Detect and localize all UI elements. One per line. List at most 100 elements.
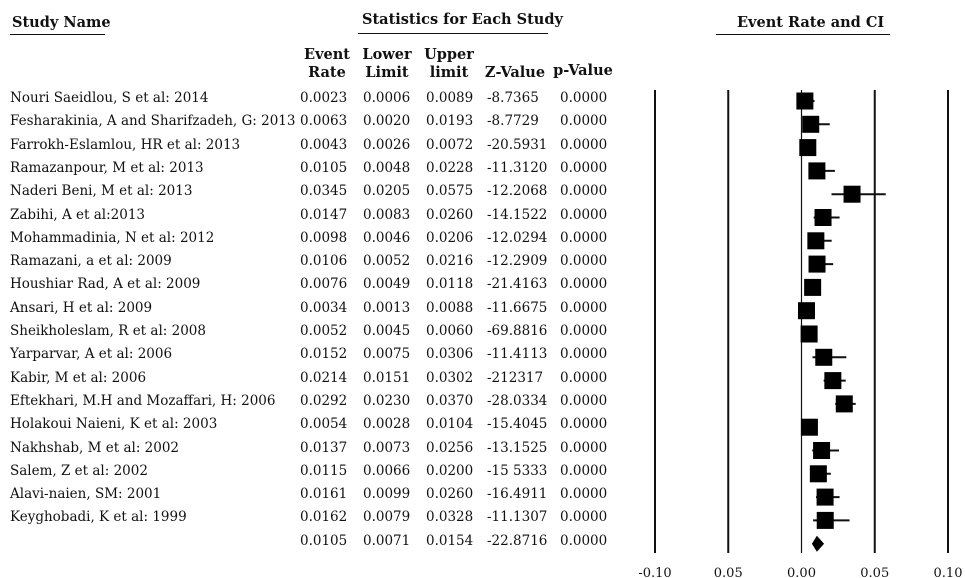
cell-study: Houshiar Rad, A et al: 2009 xyxy=(10,276,201,293)
cell-z: -22.8716 xyxy=(487,532,548,549)
cell-upper: 0.0216 xyxy=(426,253,474,270)
cell-z: -69.8816 xyxy=(487,323,548,339)
p-value-header: p-Value xyxy=(553,62,613,79)
cell-study: Farrokh-Eslamlou, HR et al: 2013 xyxy=(10,136,241,153)
point-estimate xyxy=(835,395,853,413)
cell-upper: 0.0302 xyxy=(426,369,474,386)
cell-upper: 0.0260 xyxy=(426,206,474,223)
x-tick-label: 0.10 xyxy=(934,566,963,578)
cell-z: -15 5333 xyxy=(487,462,548,479)
lower-limit-header-line2: Limit xyxy=(365,64,409,81)
cell-lower: 0.0013 xyxy=(363,299,411,316)
cell-lower: 0.0048 xyxy=(363,159,411,176)
cell-z: -8.7729 xyxy=(487,113,539,130)
cell-upper: 0.0206 xyxy=(426,229,474,246)
cell-z: -16.4911 xyxy=(487,486,548,503)
cell-rate: 0.0063 xyxy=(300,113,348,130)
cell-study: Mohammadinia, N et al: 2012 xyxy=(10,229,215,246)
point-estimate xyxy=(824,372,842,390)
upper-limit-header-line1: Upper xyxy=(424,46,474,63)
cell-study: Nakhshab, M et al: 2002 xyxy=(10,439,180,456)
cell-rate: 0.0105 xyxy=(300,159,348,176)
x-tick-label: -0.10 xyxy=(638,566,671,578)
point-estimate xyxy=(802,115,820,133)
z-value-header: Z-Value xyxy=(484,64,546,81)
cell-lower: 0.0046 xyxy=(363,229,411,246)
x-tick-label: 0.05 xyxy=(860,566,889,578)
stats-group-underline xyxy=(358,33,548,34)
cell-lower: 0.0066 xyxy=(363,462,411,479)
cell-lower: 0.0079 xyxy=(363,509,411,526)
cell-z: -12.0294 xyxy=(487,229,548,246)
cell-study: Nouri Saeidlou, S et al: 2014 xyxy=(10,90,209,106)
upper-limit-header: Upper limit xyxy=(420,46,478,82)
cell-lower: 0.0230 xyxy=(363,392,411,409)
cell-upper: 0.0072 xyxy=(426,136,474,153)
cell-lower: 0.0151 xyxy=(363,369,411,386)
cell-p: 0.0000 xyxy=(560,439,608,456)
cell-study: Ramazanpour, M et al: 2013 xyxy=(10,159,204,176)
lower-limit-header-line1: Lower xyxy=(362,46,412,63)
cell-z: -11.6675 xyxy=(487,299,548,316)
cell-z: -15.4045 xyxy=(487,416,548,433)
cell-study: Ansari, H et al: 2009 xyxy=(10,299,153,316)
cell-lower: 0.0026 xyxy=(363,136,411,153)
plot-group-header: Event Rate and CI xyxy=(737,14,885,31)
cell-rate: 0.0137 xyxy=(300,439,348,456)
cell-p: 0.0000 xyxy=(560,90,608,106)
cell-p: 0.0000 xyxy=(560,392,608,409)
cell-study: Zabihi, A et al:2013 xyxy=(10,206,145,223)
cell-upper: 0.0104 xyxy=(426,416,474,433)
cell-lower: 0.0028 xyxy=(363,416,411,433)
cell-upper: 0.0200 xyxy=(426,462,474,479)
cell-study: Salem, Z et al: 2002 xyxy=(10,462,148,479)
cell-rate: 0.0147 xyxy=(300,206,348,223)
cell-upper: 0.0118 xyxy=(426,276,474,293)
study-name-underline xyxy=(10,34,105,35)
cell-upper: 0.0060 xyxy=(426,323,474,339)
study-name-header: Study Name xyxy=(12,14,111,31)
event-rate-header-line2: Rate xyxy=(308,64,346,81)
point-estimate xyxy=(799,139,817,157)
event-rate-header: Event Rate xyxy=(298,46,356,82)
cell-rate: 0.0098 xyxy=(300,229,348,246)
cell-p: 0.0000 xyxy=(560,462,608,479)
cell-p: 0.0000 xyxy=(560,486,608,503)
cell-p: 0.0000 xyxy=(560,346,608,363)
cell-p: 0.0000 xyxy=(560,229,608,246)
cell-rate: 0.0023 xyxy=(300,90,348,106)
point-estimate xyxy=(800,418,818,436)
cell-lower: 0.0205 xyxy=(363,183,411,200)
cell-study: Yarparvar, A et al: 2006 xyxy=(10,346,173,363)
cell-rate: 0.0034 xyxy=(300,299,348,316)
cell-upper: 0.0154 xyxy=(426,532,474,549)
cell-study: Sheikholeslam, R et al: 2008 xyxy=(10,323,206,339)
cell-z: -11.1307 xyxy=(487,509,548,526)
cell-study: Holakoui Naieni, K et al: 2003 xyxy=(10,416,218,433)
cell-z: -13.1525 xyxy=(487,439,548,456)
cell-p: 0.0000 xyxy=(560,276,608,293)
cell-upper: 0.0193 xyxy=(426,113,474,130)
cell-p: 0.0000 xyxy=(560,253,608,270)
cell-z: -20.5931 xyxy=(487,136,548,153)
point-estimate xyxy=(804,278,822,296)
cell-z: -12.2909 xyxy=(487,253,548,270)
cell-study: Alavi-naien, SM: 2001 xyxy=(10,486,162,503)
cell-rate: 0.0152 xyxy=(300,346,348,363)
cell-study: Kabir, M et al: 2006 xyxy=(10,369,147,386)
point-estimate xyxy=(809,465,827,483)
x-tick-label: 0.00 xyxy=(787,566,816,578)
cell-lower: 0.0073 xyxy=(363,439,411,456)
pooled-diamond xyxy=(811,535,825,552)
cell-lower: 0.0075 xyxy=(363,346,411,363)
cell-p: 0.0000 xyxy=(560,206,608,223)
cell-z: -11.4113 xyxy=(487,346,548,363)
cell-rate: 0.0292 xyxy=(300,392,348,409)
cell-lower: 0.0045 xyxy=(363,323,411,339)
cell-z: -8.7365 xyxy=(487,90,539,106)
cell-z: -12.2068 xyxy=(487,183,548,200)
cell-p: 0.0000 xyxy=(560,532,608,549)
cell-p: 0.0000 xyxy=(560,323,608,339)
cell-study: Fesharakinia, A and Sharifzadeh, G: 2013 xyxy=(10,113,296,130)
